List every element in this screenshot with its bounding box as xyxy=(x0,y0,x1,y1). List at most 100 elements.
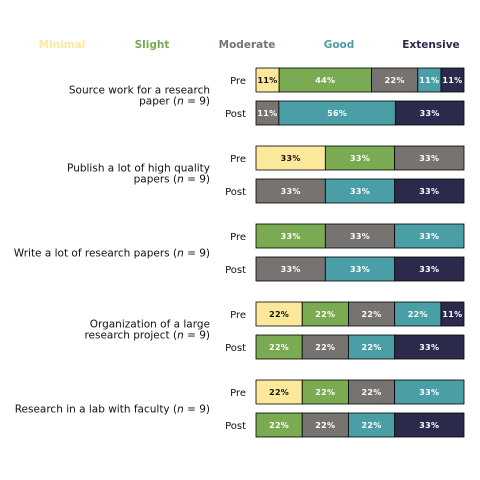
bar-post-good xyxy=(348,334,396,360)
data-label-pre-good: 33% xyxy=(419,388,439,397)
item-label-line1: Publish a lot of high quality xyxy=(67,163,210,175)
data-label-post-good: 22% xyxy=(362,343,382,352)
item-label-line2: papers (n = 9) xyxy=(134,174,210,186)
data-label-pre-extensive: 11% xyxy=(442,76,462,85)
data-label-pre-moderate: 33% xyxy=(419,154,439,163)
bar-post-extensive xyxy=(394,334,465,360)
data-label-pre-minimal: 11% xyxy=(258,76,278,85)
legend-good: Good xyxy=(324,39,355,51)
data-label-post-extensive: 33% xyxy=(420,109,440,118)
bar-pre-moderate xyxy=(348,379,396,405)
legend-minimal: Minimal xyxy=(39,39,86,51)
data-label-post-good: 33% xyxy=(350,187,370,196)
item-5: Research in a lab with faculty (n = 9) Pr… xyxy=(15,379,465,438)
bar-pre-minimal xyxy=(255,379,303,405)
legend: Minimal Slight Moderate Good Extensive xyxy=(39,39,460,51)
data-label-pre-moderate: 33% xyxy=(350,232,370,241)
bar-pre-slight xyxy=(301,301,349,327)
data-label-pre-slight: 33% xyxy=(350,154,370,163)
bar-pre-slight xyxy=(301,379,349,405)
bar-pre-minimal xyxy=(255,145,326,171)
bar-post-good xyxy=(348,412,396,438)
phase-label-pre: Pre xyxy=(230,76,246,87)
data-label-pre-extensive: 11% xyxy=(442,310,462,319)
phase-label-pre: Pre xyxy=(230,388,246,399)
bar-pre-slight xyxy=(255,223,326,249)
bar-post-moderate xyxy=(301,334,349,360)
data-label-pre-moderate: 22% xyxy=(362,388,382,397)
phase-label-post: Post xyxy=(225,109,246,120)
bar-post-moderate xyxy=(301,412,349,438)
data-label-pre-minimal: 22% xyxy=(269,388,289,397)
bar-pre-moderate xyxy=(394,145,465,171)
phase-label-post: Post xyxy=(225,421,246,432)
bar-pre-extensive xyxy=(440,67,465,93)
data-label-pre-slight: 22% xyxy=(315,310,335,319)
bar-post-good xyxy=(278,100,396,126)
data-label-pre-slight: 44% xyxy=(315,76,335,85)
bar-post-extensive xyxy=(394,412,465,438)
bar-pre-moderate xyxy=(348,301,396,327)
data-label-post-moderate: 22% xyxy=(315,343,335,352)
bar-post-slight xyxy=(255,412,303,438)
phase-label-pre: Pre xyxy=(230,232,246,243)
data-label-pre-moderate: 22% xyxy=(385,76,405,85)
item-label-line2: Research in a lab with faculty (n = 9) xyxy=(15,404,210,416)
phase-label-pre: Pre xyxy=(230,154,246,165)
data-label-pre-good: 33% xyxy=(419,232,439,241)
data-label-pre-good: 22% xyxy=(408,310,428,319)
data-label-post-moderate: 22% xyxy=(315,421,335,430)
bar-post-moderate xyxy=(255,256,326,282)
bar-post-extensive xyxy=(394,178,465,204)
item-label-line1: Organization of a large xyxy=(90,319,210,331)
bar-pre-good xyxy=(394,223,465,249)
data-label-post-good: 56% xyxy=(327,109,347,118)
item-label-line2: research project (n = 9) xyxy=(84,330,210,342)
item-label-line1: Source work for a research xyxy=(69,85,210,97)
data-label-pre-moderate: 22% xyxy=(362,310,382,319)
data-label-pre-good: 11% xyxy=(419,76,439,85)
data-label-post-moderate: 11% xyxy=(257,109,277,118)
item-3: Write a lot of research papers (n = 9) Pr… xyxy=(14,223,465,282)
bar-pre-extensive xyxy=(440,301,465,327)
data-label-pre-minimal: 22% xyxy=(269,310,289,319)
data-label-post-extensive: 33% xyxy=(419,421,439,430)
legend-extensive: Extensive xyxy=(402,39,459,51)
bar-pre-slight xyxy=(324,145,396,171)
bar-post-good xyxy=(324,178,396,204)
data-label-pre-minimal: 33% xyxy=(281,154,301,163)
item-label-line2: Write a lot of research papers (n = 9) xyxy=(14,248,210,260)
phase-label-pre: Pre xyxy=(230,310,246,321)
data-label-post-moderate: 33% xyxy=(281,187,301,196)
bar-pre-moderate xyxy=(324,223,396,249)
phase-label-post: Post xyxy=(225,187,246,198)
bar-pre-slight xyxy=(278,67,372,93)
data-label-pre-slight: 22% xyxy=(315,388,335,397)
legend-slight: Slight xyxy=(135,39,170,51)
data-label-post-extensive: 33% xyxy=(419,343,439,352)
data-label-post-slight: 22% xyxy=(269,343,289,352)
bar-pre-good xyxy=(394,379,465,405)
bar-post-good xyxy=(324,256,396,282)
data-label-post-slight: 22% xyxy=(269,421,289,430)
bar-pre-minimal xyxy=(255,301,303,327)
legend-moderate: Moderate xyxy=(219,39,276,51)
data-label-post-moderate: 33% xyxy=(281,265,301,274)
data-label-pre-slight: 33% xyxy=(281,232,301,241)
item-label-line2: paper (n = 9) xyxy=(139,96,210,108)
bar-post-moderate xyxy=(255,178,326,204)
data-label-post-good: 33% xyxy=(350,265,370,274)
data-label-post-extensive: 33% xyxy=(419,187,439,196)
data-label-post-good: 22% xyxy=(362,421,382,430)
bar-post-slight xyxy=(255,334,303,360)
bar-post-extensive xyxy=(394,256,465,282)
bar-post-extensive xyxy=(394,100,465,126)
data-label-post-extensive: 33% xyxy=(419,265,439,274)
phase-label-post: Post xyxy=(225,343,246,354)
phase-label-post: Post xyxy=(225,265,246,276)
